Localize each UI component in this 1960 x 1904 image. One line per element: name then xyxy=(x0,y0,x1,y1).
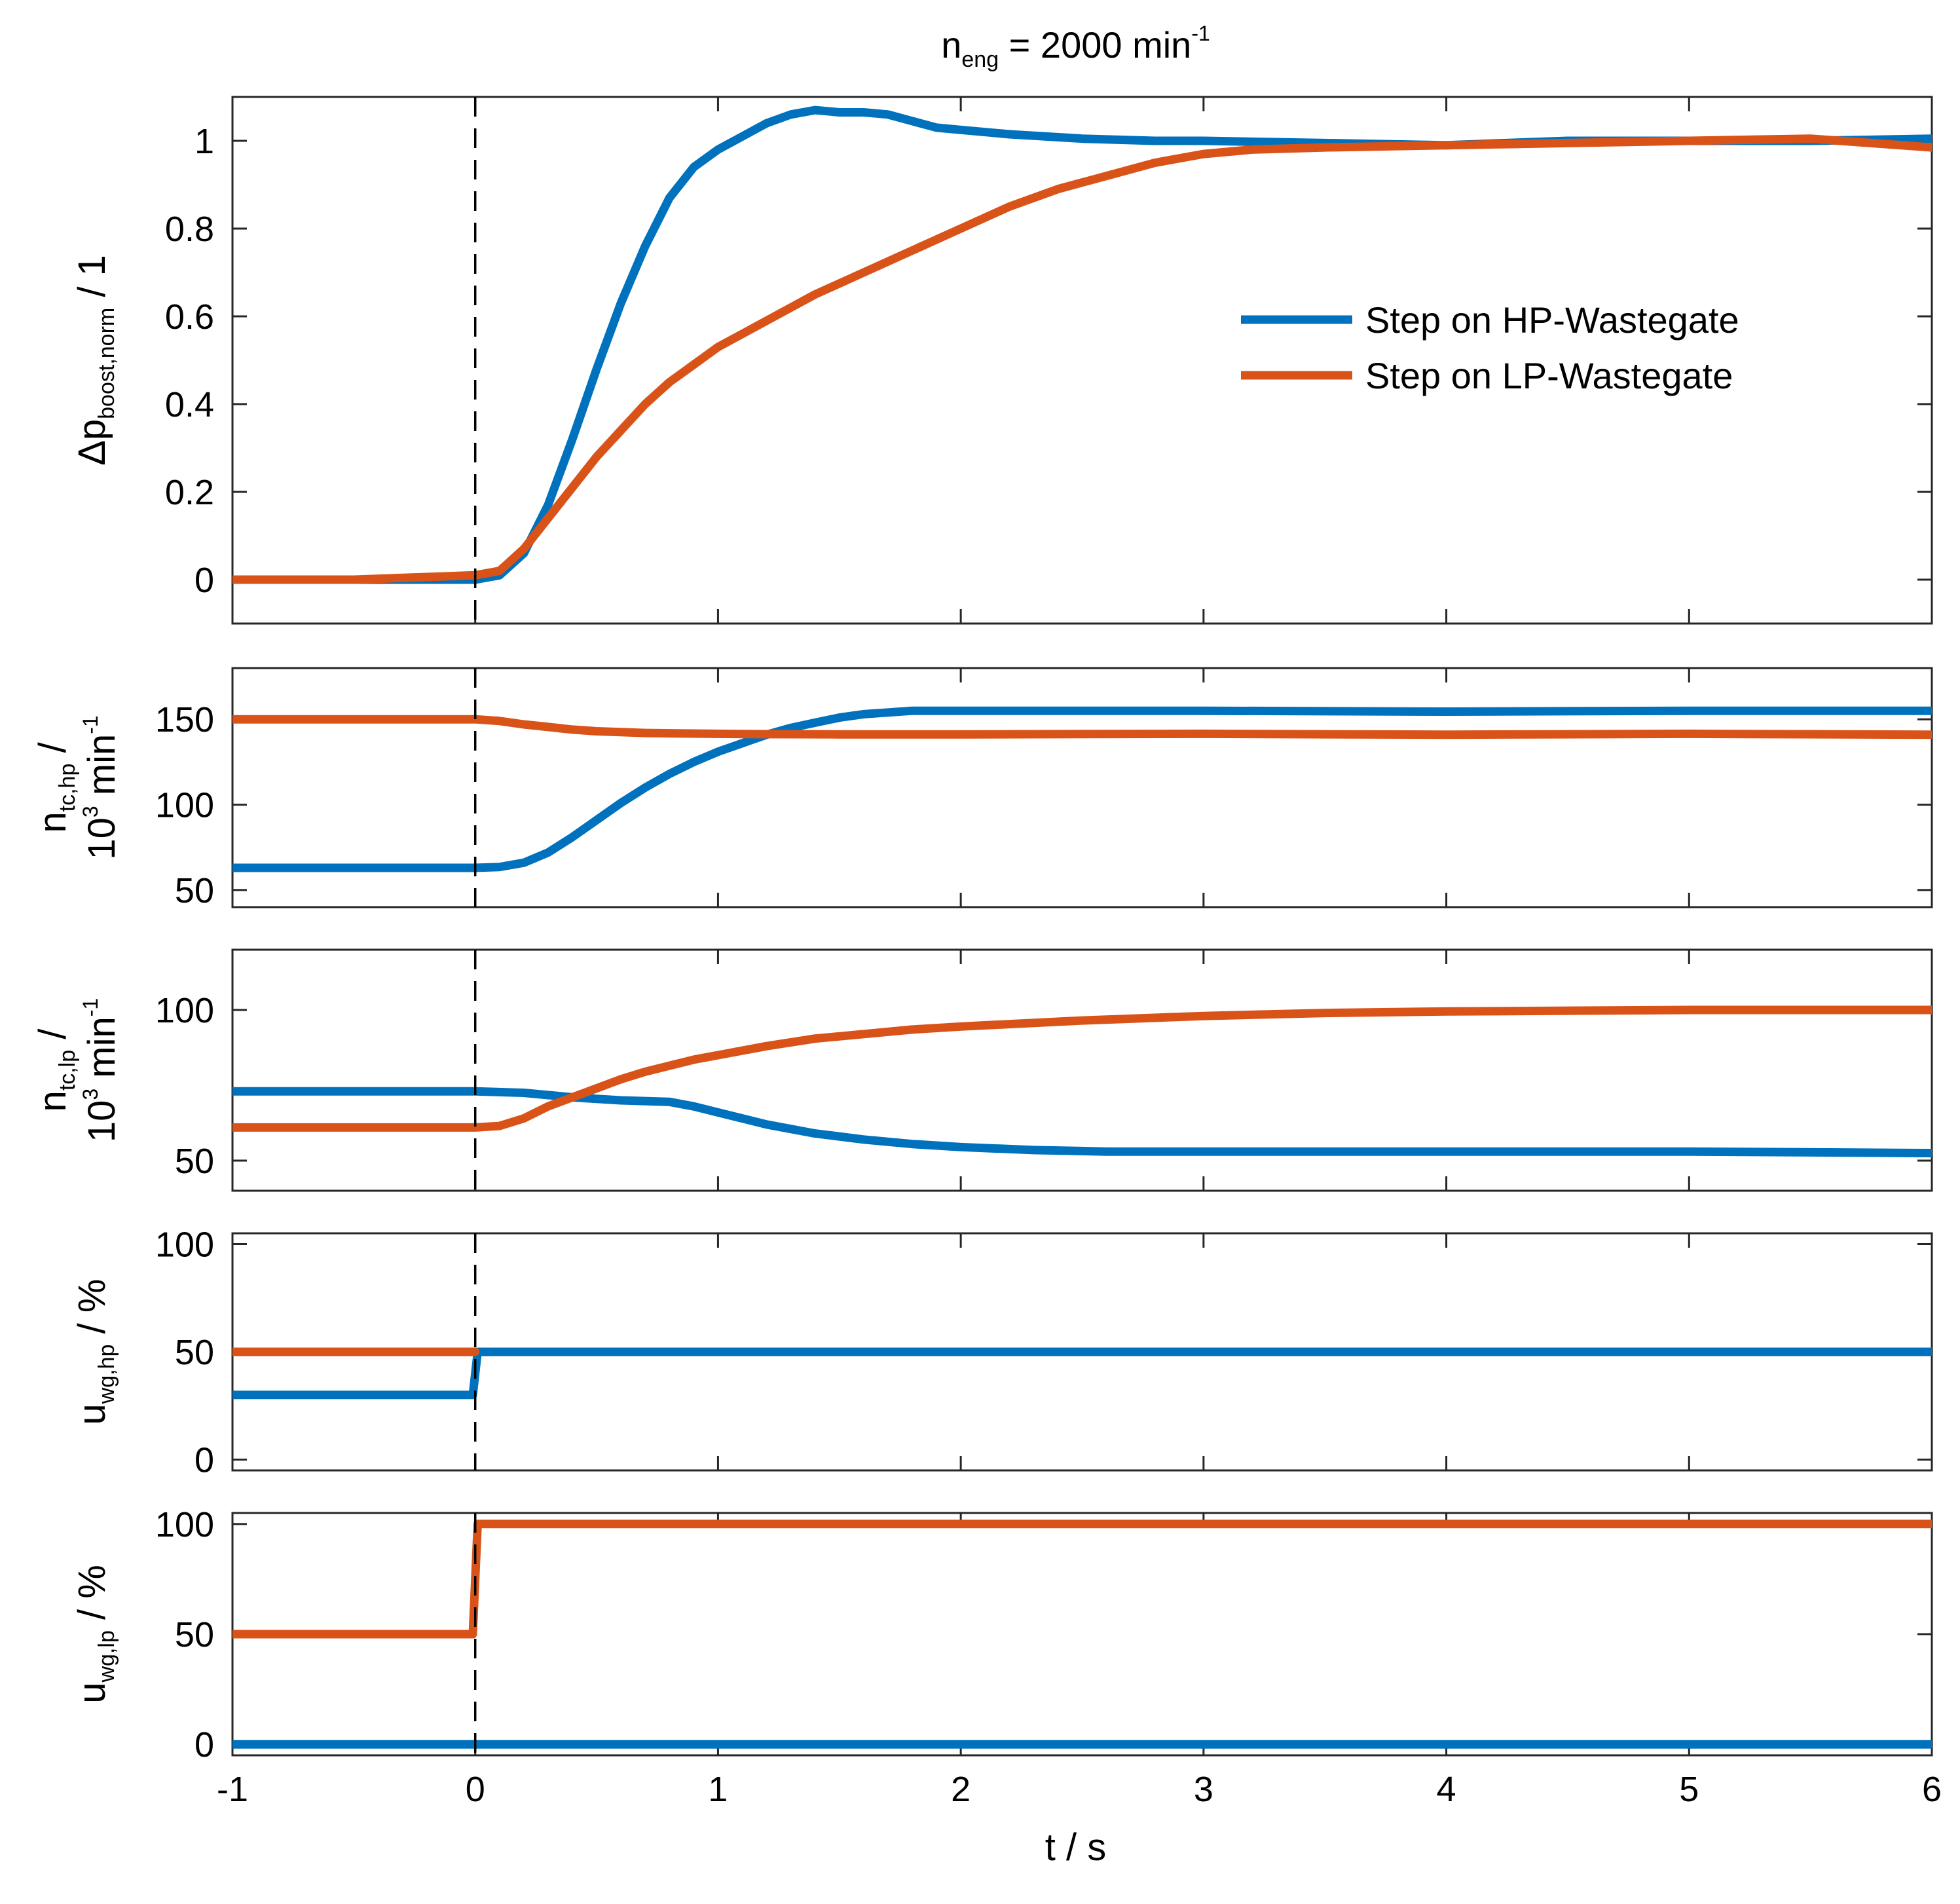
y-tick-label: 0.2 xyxy=(165,473,214,512)
y-axis-label-ntc_hp-line2-part-1: 3 xyxy=(79,806,102,817)
series-line-boost-hp xyxy=(232,105,1932,584)
y-tick-label: 0.4 xyxy=(165,385,214,424)
series-line-boost-lp xyxy=(232,134,1932,584)
chart-title: neng = 2000 min-1 xyxy=(941,22,1210,72)
y-tick-label: 50 xyxy=(175,1615,214,1654)
y-axis-label-uwg_hp-part-1: wg,hp xyxy=(94,1344,119,1404)
y-axis-label-ntc_hp-line2: 103 min-1 xyxy=(79,715,123,859)
axes-box-boost xyxy=(231,96,1933,625)
series-line-ntc_hp-lp xyxy=(232,715,1932,739)
chart-title-part-0: n xyxy=(941,24,961,65)
y-axis-label-ntc_hp-line1-part-0: n xyxy=(31,812,74,832)
y-axis-label-uwg_hp: uwg,hp / % xyxy=(71,1279,119,1425)
y-axis-label-uwg_lp-part-2: / % xyxy=(71,1565,113,1630)
y-axis-label-ntc_lp-line2-part-3: -1 xyxy=(79,998,102,1017)
panel-boost: 0 0.2 0.4 0.6 0.8 1 Δpboost,norm / 1 xyxy=(71,96,1933,625)
legend-label-hp: Step on HP-Wastegate xyxy=(1365,299,1739,341)
y-axis-label-uwg_lp-part-1: wg,lp xyxy=(94,1630,119,1683)
y-axis-label-ntc_lp-line1-part-0: n xyxy=(31,1091,74,1111)
y-tick-label: 100 xyxy=(155,786,214,825)
chart-title-part-2: = 2000 min xyxy=(999,24,1191,65)
y-axis-label-ntc_hp-line2-part-2: min xyxy=(81,734,123,806)
y-axis-label-ntc_hp-line2-part-0: 10 xyxy=(81,817,123,860)
panel-uwg_hp: 0 50 100 uwg,hp / % xyxy=(71,1225,1933,1480)
y-axis-label-boost-part-1: boost,norm xyxy=(94,308,119,419)
x-tick-label: 2 xyxy=(951,1770,971,1809)
series-group-boost xyxy=(232,105,1932,584)
series-line-ntc_hp-hp xyxy=(232,706,1932,872)
y-axis-label-ntc_lp-line1-part-1: tc,lp xyxy=(55,1050,80,1091)
y-tick-label: 50 xyxy=(175,1333,214,1372)
y-axis-label-ntc_lp-line2-part-1: 3 xyxy=(79,1089,102,1100)
y-tick-label: 100 xyxy=(155,991,214,1030)
y-axis-label-ntc_hp-line2-part-3: -1 xyxy=(79,715,102,734)
y-tick-label: 50 xyxy=(175,871,214,910)
y-axis-label-uwg_lp-part-0: u xyxy=(71,1683,113,1704)
legend-label-lp: Step on LP-Wastegate xyxy=(1365,355,1733,396)
series-group-ntc_hp xyxy=(232,706,1932,872)
y-axis-label-uwg_lp: uwg,lp / % xyxy=(71,1565,119,1704)
y-tick-label: 0.6 xyxy=(165,297,214,337)
y-axis-label-ntc_lp-line2: 103 min-1 xyxy=(79,998,123,1142)
y-tick-label: 150 xyxy=(155,700,214,739)
y-axis-label-boost: Δpboost,norm / 1 xyxy=(71,255,119,466)
x-tick-label: 6 xyxy=(1922,1770,1942,1809)
y-tick-label: 100 xyxy=(155,1505,214,1544)
x-tick-label: 4 xyxy=(1437,1770,1456,1809)
x-tick-label: 1 xyxy=(708,1770,728,1809)
y-axis-label-ntc_lp-line2-part-0: 10 xyxy=(81,1100,123,1143)
y-tick-label: 0 xyxy=(194,1725,214,1764)
y-tick-label: 0.8 xyxy=(165,210,214,249)
x-tick-label: 0 xyxy=(466,1770,485,1809)
y-tick-label: 0 xyxy=(194,1441,214,1480)
y-axis-label-ntc_lp-line1-part-2: / xyxy=(31,1028,74,1050)
y-axis-label-uwg_hp-part-0: u xyxy=(71,1404,113,1425)
y-axis-label-ntc_lp-line2-part-2: min xyxy=(81,1017,123,1089)
x-axis-label: t / s xyxy=(1045,1826,1106,1869)
y-axis-label-boost-part-2: / 1 xyxy=(71,255,113,308)
series-line-ntc_lp-lp xyxy=(232,1005,1932,1132)
chart-title-part-1: eng xyxy=(961,47,999,72)
axes-box-ntc_lp xyxy=(231,948,1933,1192)
series-group-ntc_lp xyxy=(232,1005,1932,1157)
y-axis-label-ntc_hp-line1-part-1: tc,hp xyxy=(55,764,80,812)
y-tick-label: 0 xyxy=(194,561,214,600)
y-axis-label-ntc_hp-line1: ntc,hp / xyxy=(31,742,80,833)
y-axis-label-boost-part-0: Δp xyxy=(71,419,113,466)
y-tick-label: 50 xyxy=(175,1142,214,1181)
legend: Step on HP-Wastegate Step on LP-Wastegate xyxy=(1241,299,1739,396)
x-tick-label: 5 xyxy=(1679,1770,1699,1809)
y-tick-label: 1 xyxy=(194,122,214,161)
y-axis-label-ntc_hp-line1-part-2: / xyxy=(31,742,74,764)
axes-box-ntc_hp xyxy=(231,667,1933,908)
y-axis-label-uwg_hp-part-2: / % xyxy=(71,1279,113,1345)
chart-title-part-3: -1 xyxy=(1191,22,1210,45)
y-axis-label-ntc_lp-line1: ntc,lp / xyxy=(31,1028,80,1112)
x-tick-label: -1 xyxy=(217,1770,248,1809)
x-tick-label: 3 xyxy=(1194,1770,1213,1809)
y-tick-label: 100 xyxy=(155,1225,214,1264)
